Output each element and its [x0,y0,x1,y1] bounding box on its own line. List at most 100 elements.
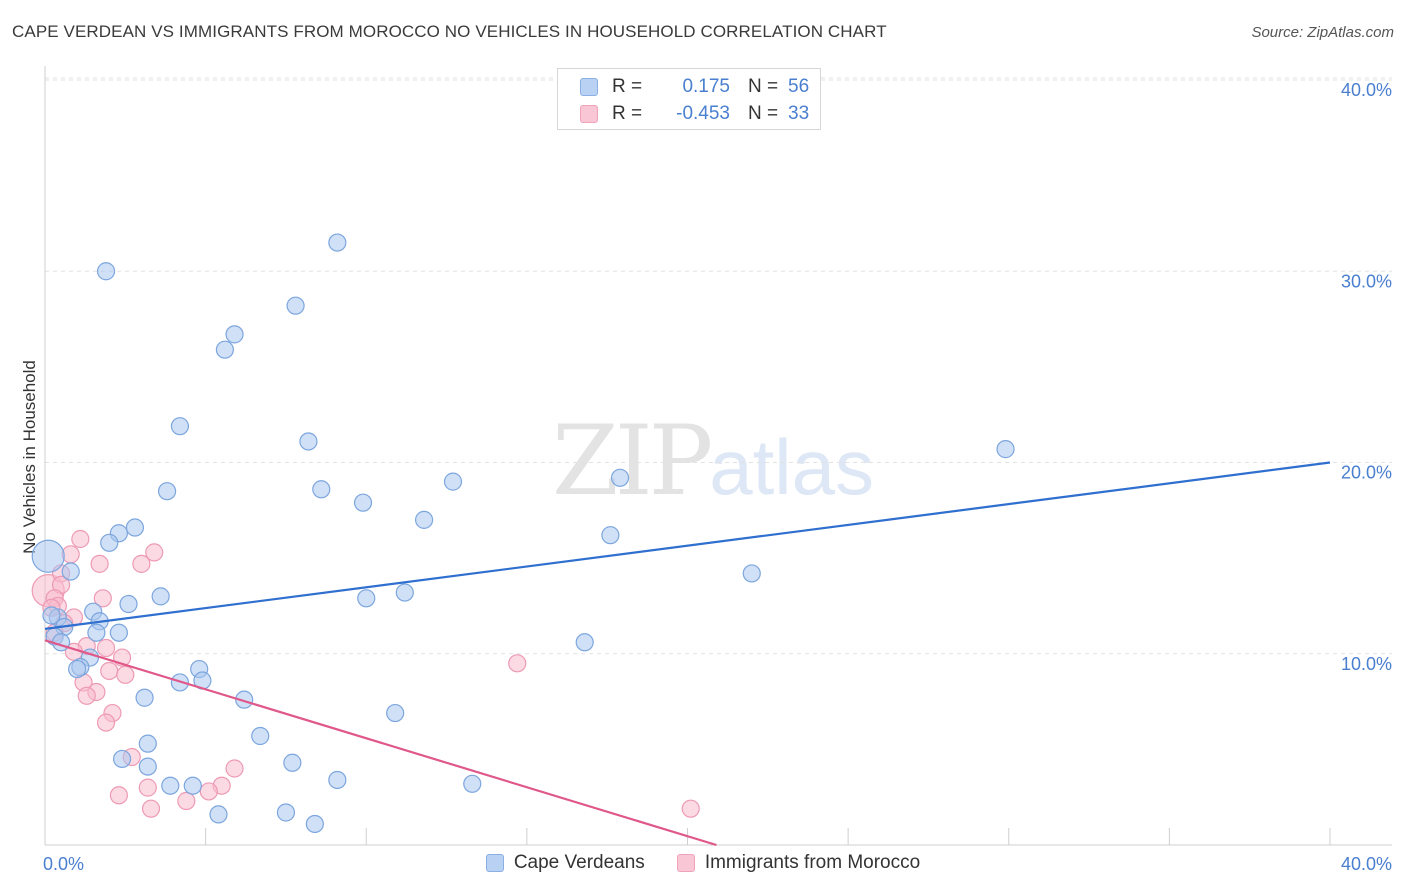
cape-verdean-point [61,562,80,581]
morocco-point [177,791,196,811]
cape-verdean-point [119,594,138,614]
cape-verdean-point [100,533,119,552]
cape-verdean-point [151,587,170,606]
cape-verdean-point [157,482,177,501]
grid-layer [45,77,1392,655]
morocco-point [100,661,119,681]
cape-verdean-point [286,296,305,315]
cape-verdean-point [87,623,106,642]
morocco-point [77,686,96,705]
cape-verdean-point [601,526,620,545]
legend-r-label: R = [612,76,643,97]
cape-verdean-point [996,440,1015,459]
legend-swatch-blue [580,78,598,96]
cape-verdean-point [215,340,234,359]
cape-verdean-point [328,770,347,790]
cape-verdean-point [170,417,190,436]
series-swatch-blue [485,854,504,872]
cape-verdean-trend-line [44,461,1331,630]
morocco-point [90,554,109,573]
correlation-legend: R = 0.175 N = 56 R = -0.453 N = 33 [557,68,821,130]
cape-verdean-point [276,803,296,822]
cape-verdean-point [299,432,318,451]
morocco-point [96,638,116,658]
cape-verdean-point [443,472,463,491]
chart-source: Source: ZipAtlas.com [1251,24,1394,41]
cape-verdean-point [353,493,373,512]
cape-verdean-point [31,539,65,573]
legend-n-label: N = [748,103,779,124]
cape-verdean-point [463,774,482,793]
cape-verdean-point [742,564,761,583]
morocco-point [145,543,164,562]
y-tick-label: 10.0% [1341,654,1392,674]
morocco-point [109,786,128,805]
legend-r-value: -0.453 [676,103,730,124]
y-tick-label: 30.0% [1341,271,1392,291]
morocco-point [141,799,161,818]
morocco-point [225,759,244,778]
y-tick-label: 20.0% [1341,463,1392,483]
cape-verdean-points [31,233,1015,834]
cape-verdean-point [225,325,244,344]
cape-verdean-point [183,776,202,795]
series-legend-item-morocco[interactable]: Immigrants from Morocco [676,852,921,874]
cape-verdean-point [68,659,87,679]
cape-verdean-point [575,633,594,652]
cape-verdean-point [42,606,61,625]
cape-verdean-point [610,468,630,487]
y-tick-label: 40.0% [1341,80,1392,100]
x-tick-label: 0.0% [43,854,84,874]
series-legend: Cape Verdeans Immigrants from Morocco [0,852,1406,874]
series-legend-label: Immigrants from Morocco [704,852,921,873]
series-legend-item-cape-verdeans[interactable]: Cape Verdeans [485,852,645,874]
cape-verdean-point [138,757,157,776]
cape-verdean-point [51,633,71,652]
legend-n-value: 56 [788,76,810,97]
legend-r-value: 0.175 [682,76,730,97]
morocco-point [96,713,116,732]
axis-layer [44,66,1392,846]
morocco-point [132,554,151,573]
legend-row-morocco: R = -0.453 N = 33 [580,102,809,126]
series-swatch-pink [676,854,695,872]
morocco-point [199,782,218,801]
cape-verdean-point [357,589,376,608]
trend-lines [44,461,1331,847]
cape-verdean-point [328,233,347,252]
morocco-point [71,529,90,549]
cape-verdean-point [135,688,154,707]
cape-verdean-point [138,734,157,753]
legend-r-label: R = [612,103,643,124]
x-tick-label: 40.0% [1341,854,1392,874]
morocco-point [508,654,527,673]
cape-verdean-point [305,814,324,834]
cape-verdean-point [283,753,302,772]
morocco-point [116,665,135,684]
morocco-point [93,589,112,608]
tick-labels: 10.0% 20.0% 30.0% 40.0% 0.0% 40.0% [43,80,1392,874]
cape-verdean-point [251,726,270,746]
cape-verdean-point [395,583,414,602]
cape-verdean-point [112,749,132,769]
legend-n-value: 33 [788,103,810,124]
morocco-trend-line [44,639,717,847]
morocco-point [61,545,80,564]
cape-verdean-point [312,480,331,499]
morocco-points [31,529,700,818]
cape-verdean-point [209,805,228,824]
cape-verdean-point [414,510,434,529]
cape-verdean-point [109,623,128,642]
morocco-point [138,778,157,797]
legend-n-label: N = [748,76,779,97]
cape-verdean-point [235,690,254,709]
chart-title: CAPE VERDEAN VS IMMIGRANTS FROM MOROCCO … [12,22,887,41]
legend-row-cape-verdeans: R = 0.175 N = 56 [580,75,809,99]
series-legend-label: Cape Verdeans [513,852,645,873]
morocco-point [681,799,700,818]
cape-verdean-point [161,776,180,795]
cape-verdean-point [125,518,145,537]
cape-verdean-point [96,262,116,281]
